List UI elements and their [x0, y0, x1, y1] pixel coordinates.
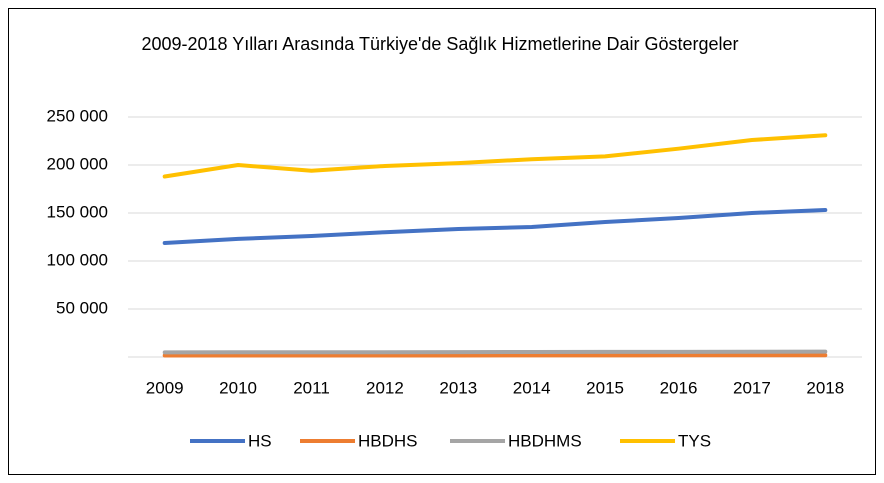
series-line — [162, 349, 828, 355]
x-tick-label: 2016 — [660, 378, 698, 397]
x-tick-label: 2011 — [293, 378, 330, 397]
y-tick-label: 150 000 — [47, 202, 108, 221]
y-tick-label: 200 000 — [47, 154, 108, 173]
legend-label: HBDHS — [358, 431, 418, 450]
x-tick-label: 2017 — [733, 378, 771, 397]
x-tick-label: 2010 — [219, 378, 257, 397]
y-tick-label: 100 000 — [47, 250, 108, 269]
legend-label: HBDHMS — [508, 431, 582, 450]
series-line — [162, 133, 828, 179]
chart-title: 2009-2018 Yılları Arasında Türkiye'de Sa… — [141, 34, 739, 54]
chart-frame — [8, 8, 876, 475]
x-tick-label: 2009 — [146, 378, 184, 397]
x-tick-label: 2012 — [366, 378, 404, 397]
x-tick-label: 2014 — [513, 378, 551, 397]
legend-label: HS — [248, 431, 272, 450]
x-tick-label: 2018 — [806, 378, 844, 397]
legend-label: TYS — [678, 431, 711, 450]
x-tick-label: 2015 — [586, 378, 624, 397]
y-tick-label: 50 000 — [56, 298, 108, 317]
x-tick-label: 2013 — [439, 378, 477, 397]
y-tick-label: 250 000 — [47, 106, 108, 125]
series-line — [162, 208, 828, 246]
